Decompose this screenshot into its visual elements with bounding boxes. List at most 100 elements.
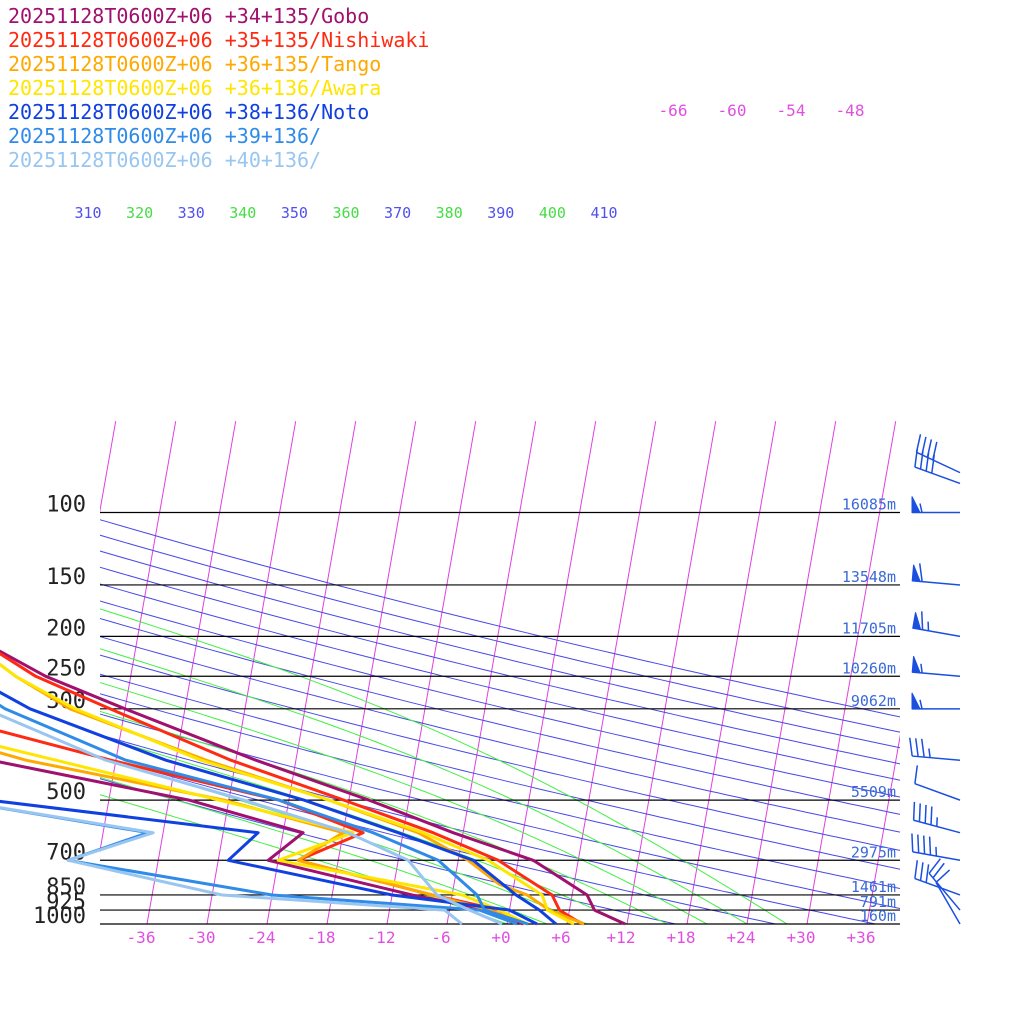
temperature-profile-line (0, 690, 557, 926)
theta-label: 310 (74, 204, 101, 222)
wind-barb (914, 765, 961, 801)
isotherm-line (626, 421, 717, 924)
temperature-tick-label: -18 (307, 928, 336, 947)
theta-label: 390 (487, 204, 514, 222)
temperature-profile-line (0, 713, 503, 926)
pressure-tick-label: 150 (46, 565, 86, 590)
wind-barb (928, 858, 961, 911)
wind-barb (911, 655, 961, 677)
height-label: 791m (860, 893, 896, 911)
moist-adiabat-line (100, 776, 548, 924)
temperature-tick-label: +36 (847, 928, 876, 947)
upper-isotherm-label: -66 (659, 101, 688, 120)
temperature-tick-label: -6 (431, 928, 450, 947)
height-label: 10260m (842, 659, 896, 677)
dry-adiabat-line (100, 654, 900, 851)
theta-label: 360 (332, 204, 359, 222)
temperature-profile-line (0, 651, 583, 926)
dry-adiabat-line (100, 566, 900, 765)
dry-adiabat-line (100, 617, 900, 815)
moist-adiabat-line (100, 648, 748, 924)
dry-adiabat-line (100, 755, 778, 924)
legend-entry: 20251128T0600Z+06 +36+135/Tango (8, 52, 382, 76)
moist-adiabat-line (100, 735, 628, 924)
moist-adiabat-line (100, 710, 668, 924)
isotherm-line (987, 421, 1024, 924)
wind-barb (914, 860, 961, 896)
wind-barb (912, 801, 961, 834)
upper-isotherm-label: -54 (777, 101, 806, 120)
temperature-profile-line (0, 703, 529, 926)
isotherm-line (100, 421, 117, 514)
pressure-tick-label: 1000 (33, 904, 86, 929)
temperature-tick-label: -36 (127, 928, 156, 947)
sounding-series (0, 649, 626, 926)
pressure-tick-label: 100 (46, 493, 86, 518)
theta-label: 340 (229, 204, 256, 222)
theta-label: 320 (126, 204, 153, 222)
temperature-tick-label: -24 (247, 928, 276, 947)
theta-label: 350 (281, 204, 308, 222)
upper-isotherm-label: -48 (836, 101, 865, 120)
dry-adiabat-line (100, 636, 900, 833)
height-label: 5509m (851, 783, 896, 801)
temperature-tick-label: +6 (551, 928, 570, 947)
dry-adiabat-line (100, 673, 900, 870)
theta-label: 400 (539, 204, 566, 222)
pressure-tick-label: 925 (46, 890, 86, 915)
isotherm-line (446, 421, 537, 924)
height-label: 13548m (842, 568, 896, 586)
pressure-tick-label: 200 (46, 616, 86, 641)
legend-entry: 20251128T0600Z+06 +34+135/Gobo (8, 4, 370, 28)
wind-barb (935, 869, 961, 925)
pressure-tick-label: 250 (46, 656, 86, 681)
height-label: 2975m (851, 843, 896, 861)
wind-barb (911, 692, 960, 710)
isotherm-line (566, 421, 657, 924)
wind-barb (909, 737, 961, 761)
isotherm-line (506, 421, 597, 924)
temperature-tick-label: +24 (727, 928, 756, 947)
temperature-tick-label: -12 (367, 928, 396, 947)
wind-barb (911, 496, 960, 514)
moist-adiabat-line (100, 608, 788, 924)
dry-adiabat-line (100, 600, 900, 798)
pressure-tick-label: 850 (46, 875, 86, 900)
moist-adiabat-line (100, 681, 708, 924)
theta-label: 330 (178, 204, 205, 222)
sounding-series (0, 713, 503, 926)
wind-barb (911, 563, 961, 586)
dewpoint-profile-line (0, 799, 538, 926)
isotherm-line (266, 421, 357, 924)
theta-label: 370 (384, 204, 411, 222)
dry-adiabat-line (100, 778, 678, 924)
pressure-tick-label: 500 (46, 780, 86, 805)
temperature-tick-label: -30 (187, 928, 216, 947)
legend-entry: 20251128T0600Z+06 +36+136/Awara (8, 76, 382, 100)
sounding-profiles (0, 649, 626, 926)
isotherm-line (927, 421, 1016, 924)
legend-entry: 20251128T0600Z+06 +39+136/ (8, 124, 322, 148)
dry-adiabat-line (100, 534, 900, 733)
wind-barbs (909, 434, 961, 925)
isotherm-line (386, 421, 477, 924)
isotherm-line (146, 421, 237, 924)
temperature-tick-label: +30 (787, 928, 816, 947)
height-label: 9062m (851, 692, 896, 710)
isotherm-line (686, 421, 777, 924)
wind-barb (912, 611, 961, 638)
isotherm-line (206, 421, 297, 924)
height-label: 160m (860, 907, 896, 925)
dry-adiabat-line (100, 550, 900, 749)
height-label: 1461m (851, 878, 896, 896)
legend-entry: 20251128T0600Z+06 +40+136/ (8, 148, 322, 172)
moist-adiabat-lines (100, 608, 788, 924)
dewpoint-profile-line (0, 806, 463, 926)
dry-adiabat-line (100, 713, 900, 910)
legend-entry: 20251128T0600Z+06 +38+136/Noto (8, 100, 370, 124)
theta-label: 410 (590, 204, 617, 222)
wind-barb (911, 833, 961, 861)
sounding-series (0, 690, 557, 926)
